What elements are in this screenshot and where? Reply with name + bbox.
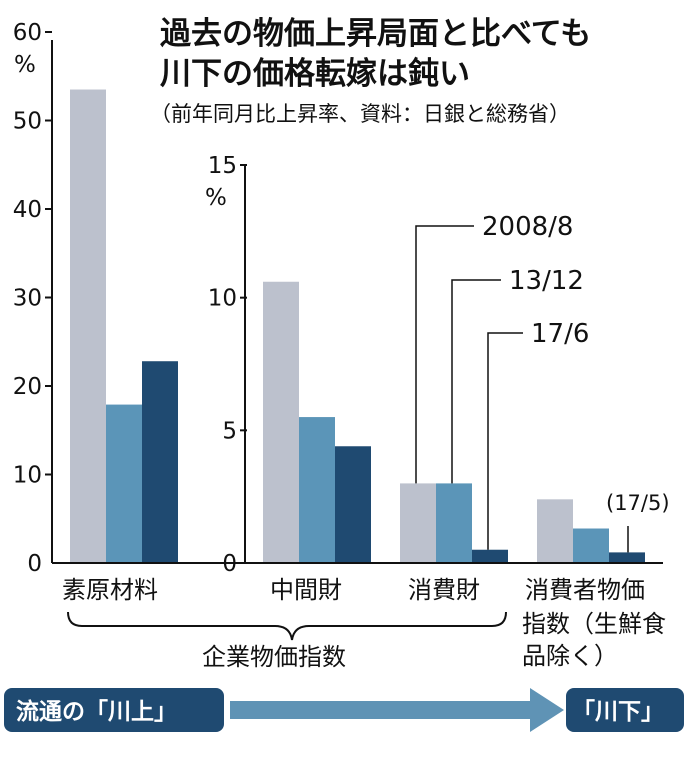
bar-3-left-1	[142, 361, 178, 563]
y-tick-label: 0	[27, 551, 42, 577]
bar-2-left-1	[106, 404, 142, 563]
downstream-label: 「川下」	[572, 699, 664, 725]
bar-2-right-1	[299, 417, 335, 563]
left-axis-ticks: 0 10 20 30 40 50 60	[13, 20, 52, 577]
chart-title-line1: 過去の物価上昇局面と比べても	[160, 16, 591, 52]
bar-2-right-3	[573, 528, 609, 563]
category-label-raw: 素原材料	[62, 576, 158, 604]
left-axis-unit: %	[14, 52, 36, 78]
bar-3-right-1	[335, 446, 371, 563]
series-label-3: 17/6	[531, 319, 589, 349]
category-label-cpi-line2: 指数（生鮮食	[522, 610, 666, 638]
upstream-box	[4, 688, 224, 732]
bars-group	[70, 89, 645, 564]
bar-1-right-2	[400, 483, 436, 563]
category-label-cpi-line1: 消費者物価	[525, 576, 645, 604]
downstream-box	[566, 688, 684, 732]
series-label-2: 13/12	[509, 266, 584, 296]
y-tick-label: 50	[13, 109, 42, 135]
category-label-consumer: 消費財	[408, 576, 480, 604]
y-tick-label: 10	[208, 286, 237, 312]
category-label-intermediate: 中間財	[270, 576, 342, 604]
y-tick-label: 5	[222, 418, 237, 444]
chart-title-line2: 川下の価格転嫁は鈍い	[160, 56, 470, 92]
bar-1-right-3	[537, 499, 573, 563]
y-tick-label: 60	[13, 20, 42, 46]
group-label: 企業物価指数	[202, 643, 346, 671]
bar-1-left-1	[70, 89, 106, 564]
callout-line-3	[487, 332, 523, 550]
category-label-cpi-line3: 品除く）	[522, 642, 618, 670]
y-tick-label: 40	[13, 197, 42, 223]
bar-1-right-1	[263, 281, 299, 563]
right-axis-unit: %	[205, 185, 227, 211]
bar-3-right-3	[609, 552, 645, 563]
callout-line-2	[451, 279, 501, 484]
y-tick-label: 20	[13, 374, 42, 400]
flow-arrow-shaft	[230, 701, 535, 719]
series-label-1: 2008/8	[482, 212, 573, 242]
bar-2-right-2	[436, 483, 472, 563]
cpi-note-label: (17/5)	[606, 491, 670, 515]
upstream-label: 流通の「川上」	[16, 698, 177, 725]
series-callouts: 2008/8 13/12 17/6 (17/5)	[415, 212, 670, 553]
y-tick-label: 30	[13, 286, 42, 312]
callout-line-1	[415, 225, 474, 484]
y-tick-label: 10	[13, 463, 42, 489]
y-tick-label: 15	[208, 153, 237, 179]
group-brace	[67, 611, 507, 641]
flow-arrow-head	[530, 688, 564, 732]
chart-subtitle: （前年同月比上昇率、資料：日銀と総務省）	[150, 102, 570, 126]
bar-3-right-2	[472, 549, 508, 563]
